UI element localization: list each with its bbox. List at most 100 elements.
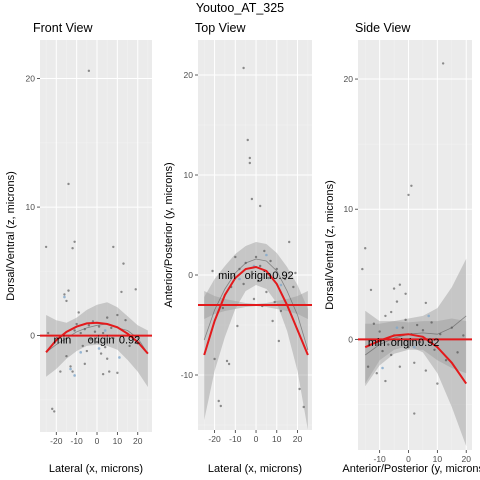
data-point bbox=[95, 340, 99, 344]
data-point bbox=[404, 318, 407, 322]
data-point bbox=[395, 300, 399, 303]
data-point bbox=[407, 345, 410, 349]
data-point bbox=[242, 282, 245, 286]
data-point bbox=[275, 267, 278, 271]
data-point bbox=[134, 288, 137, 291]
x-tick-label: 0 bbox=[254, 434, 259, 444]
data-point bbox=[81, 344, 84, 348]
data-point bbox=[101, 372, 105, 376]
data-point bbox=[248, 156, 252, 160]
data-point bbox=[366, 365, 370, 368]
data-point bbox=[279, 309, 283, 313]
y-tick-label: -10 bbox=[181, 370, 194, 380]
data-point bbox=[44, 245, 48, 249]
x-axis-label: Lateral (x, microns) bbox=[208, 463, 302, 475]
data-point bbox=[254, 255, 258, 259]
panel-title: Front View bbox=[33, 21, 93, 35]
y-tick-label: 20 bbox=[184, 70, 194, 80]
data-point bbox=[294, 271, 297, 275]
data-point bbox=[250, 197, 254, 201]
data-point bbox=[387, 343, 390, 346]
data-point bbox=[53, 410, 56, 413]
annotation-2: origin bbox=[245, 270, 272, 282]
data-point bbox=[292, 285, 295, 289]
panel-background bbox=[40, 40, 152, 432]
plot-area bbox=[198, 66, 312, 430]
y-tick-label: 10 bbox=[184, 170, 194, 180]
data-point bbox=[87, 69, 91, 73]
data-point-highlight bbox=[97, 347, 101, 350]
data-point bbox=[302, 405, 305, 409]
data-point bbox=[288, 240, 291, 244]
data-point bbox=[63, 293, 66, 296]
data-point bbox=[401, 326, 404, 329]
data-point bbox=[384, 379, 387, 383]
data-point-highlight bbox=[238, 277, 241, 281]
data-point bbox=[361, 267, 364, 271]
data-point bbox=[263, 249, 266, 253]
panel-title: Side View bbox=[355, 21, 411, 35]
data-point bbox=[99, 352, 103, 355]
data-point bbox=[211, 269, 214, 273]
data-point bbox=[271, 319, 274, 323]
data-point bbox=[124, 318, 127, 322]
data-point bbox=[372, 322, 376, 325]
data-point bbox=[375, 372, 378, 375]
data-point bbox=[122, 262, 125, 265]
data-point bbox=[75, 322, 78, 326]
data-point bbox=[67, 289, 70, 292]
data-point bbox=[83, 362, 87, 366]
x-tick-label: 0 bbox=[406, 454, 411, 464]
y-tick-label: 0 bbox=[188, 270, 193, 280]
data-point bbox=[85, 349, 89, 353]
data-point bbox=[248, 161, 252, 165]
y-axis-label: Anterior/Posterior (y, microns) bbox=[163, 162, 175, 307]
data-point-highlight bbox=[265, 253, 268, 257]
data-point bbox=[389, 353, 393, 357]
data-point-highlight bbox=[69, 367, 72, 371]
data-point bbox=[298, 387, 301, 391]
x-tick-label: 10 bbox=[433, 454, 443, 464]
data-point-highlight bbox=[381, 366, 384, 370]
data-point bbox=[267, 276, 270, 280]
plot-area bbox=[40, 69, 152, 413]
data-point bbox=[227, 362, 231, 366]
y-tick-label: 0 bbox=[348, 334, 353, 344]
data-point bbox=[462, 334, 465, 337]
data-point bbox=[69, 365, 72, 368]
annotation-3: 0.92 bbox=[418, 337, 439, 349]
smooth-line-2 bbox=[203, 258, 309, 351]
data-point bbox=[116, 371, 119, 375]
confidence-band-2 bbox=[204, 242, 308, 430]
data-point bbox=[256, 279, 260, 283]
data-point bbox=[415, 323, 419, 327]
data-point-highlight bbox=[103, 329, 107, 332]
data-point bbox=[398, 365, 402, 368]
annotation-2: origin bbox=[391, 337, 418, 349]
data-point bbox=[112, 245, 115, 249]
panel-background bbox=[198, 40, 312, 430]
data-point bbox=[217, 399, 220, 403]
x-tick-label: -20 bbox=[50, 436, 63, 446]
data-point bbox=[221, 306, 225, 310]
x-tick-label: 20 bbox=[133, 436, 143, 446]
data-point bbox=[364, 247, 367, 250]
data-point bbox=[433, 348, 436, 351]
panel-1: min origin 0.92 -20 -10 0 10 20 0 10 20 Front View L… bbox=[5, 21, 152, 475]
data-point bbox=[71, 247, 74, 250]
smooth-line-1 bbox=[364, 315, 467, 356]
data-point bbox=[128, 344, 131, 348]
data-point bbox=[77, 311, 80, 314]
panel-background bbox=[358, 40, 472, 450]
data-point bbox=[384, 314, 387, 318]
data-point bbox=[93, 330, 97, 333]
data-point bbox=[392, 287, 396, 290]
y-tick-label: 10 bbox=[344, 204, 354, 214]
data-point bbox=[252, 297, 256, 301]
x-axis-label: Lateral (x, microns) bbox=[49, 463, 143, 475]
data-point bbox=[413, 412, 416, 415]
data-point bbox=[116, 313, 119, 317]
data-point bbox=[277, 339, 281, 343]
